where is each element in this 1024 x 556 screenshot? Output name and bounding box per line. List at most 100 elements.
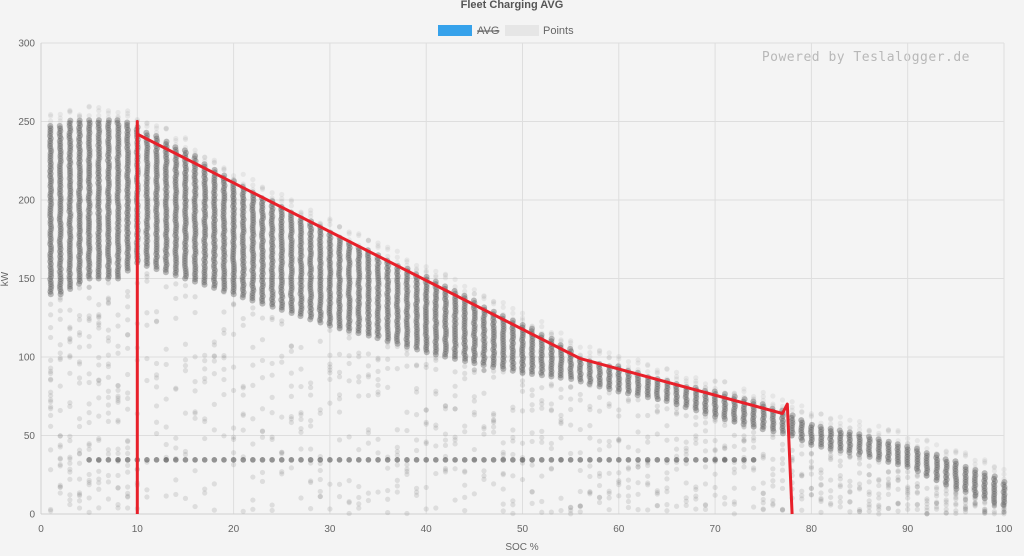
data-point: [211, 204, 218, 211]
data-point: [77, 177, 84, 184]
data-point: [201, 198, 208, 205]
data-point: [404, 510, 410, 517]
data-point: [86, 262, 93, 269]
data-point: [153, 135, 160, 142]
data-point: [221, 166, 227, 172]
data-point: [96, 207, 103, 214]
data-point: [57, 153, 64, 160]
data-point: [124, 237, 131, 244]
data-point: [731, 470, 737, 476]
data-point: [191, 238, 198, 245]
data-point: [298, 366, 304, 372]
data-point: [57, 223, 64, 230]
data-point: [452, 457, 458, 463]
data-point: [221, 192, 228, 199]
data-point: [828, 494, 834, 500]
data-point: [394, 366, 400, 372]
data-point: [327, 352, 333, 358]
data-point: [211, 282, 218, 289]
data-point: [404, 363, 410, 369]
data-point: [115, 202, 122, 209]
data-point: [56, 130, 63, 137]
data-point: [191, 271, 198, 278]
data-point: [972, 501, 978, 507]
data-point: [105, 182, 112, 189]
data-point: [240, 412, 246, 418]
data-point: [529, 430, 535, 436]
data-point: [837, 504, 843, 510]
data-point: [125, 462, 131, 468]
data-point: [461, 457, 468, 463]
data-point: [895, 474, 901, 480]
data-point: [654, 409, 660, 415]
data-point: [654, 503, 660, 509]
data-point: [779, 397, 786, 403]
data-point: [259, 205, 266, 212]
data-point: [172, 212, 179, 219]
data-point: [568, 396, 574, 402]
data-point: [539, 330, 545, 336]
data-point: [201, 221, 208, 228]
data-point: [635, 457, 641, 463]
y-tick-label: 300: [18, 39, 35, 50]
data-point: [722, 390, 728, 396]
data-point: [500, 300, 506, 306]
data-point: [85, 265, 92, 272]
data-point: [211, 353, 217, 359]
data-point: [95, 169, 102, 176]
data-point: [259, 250, 266, 257]
data-point: [125, 293, 131, 299]
data-point: [308, 213, 314, 219]
data-point: [279, 469, 285, 475]
data-point: [249, 279, 256, 286]
data-point: [211, 217, 218, 224]
data-point: [191, 218, 198, 225]
legend-swatch-avg[interactable]: [438, 25, 472, 36]
data-point: [96, 113, 102, 119]
data-point: [211, 209, 218, 216]
data-point: [924, 438, 930, 444]
data-point: [48, 399, 54, 405]
data-point: [163, 224, 170, 231]
data-point: [86, 334, 92, 340]
data-point: [269, 240, 276, 247]
data-point: [115, 419, 121, 425]
data-point: [250, 506, 256, 512]
data-point: [192, 354, 198, 360]
data-point: [163, 264, 170, 271]
data-point: [181, 169, 188, 176]
data-point: [279, 359, 285, 365]
data-point: [268, 286, 275, 293]
data-point: [606, 470, 612, 476]
data-point: [221, 280, 228, 287]
data-point: [47, 286, 54, 293]
data-point: [76, 498, 83, 504]
data-point: [115, 262, 122, 269]
data-point: [375, 392, 381, 398]
legend-label-points[interactable]: Points: [543, 25, 574, 37]
data-point: [433, 355, 439, 361]
data-point: [259, 285, 266, 292]
legend-label-avg[interactable]: AVG: [477, 25, 499, 37]
data-point: [616, 470, 622, 476]
data-point: [221, 391, 227, 398]
data-point: [259, 265, 266, 272]
data-point: [95, 182, 102, 189]
data-point: [48, 376, 54, 382]
data-point: [76, 217, 83, 224]
data-point: [77, 185, 84, 192]
data-point: [153, 132, 160, 139]
data-point: [96, 252, 103, 259]
data-point: [327, 376, 333, 383]
data-point: [144, 207, 151, 214]
data-point: [163, 156, 170, 163]
data-point: [712, 418, 718, 424]
data-point: [57, 243, 64, 250]
data-point: [866, 472, 872, 478]
legend-swatch-points[interactable]: [505, 25, 539, 36]
data-point: [47, 205, 54, 212]
data-point: [143, 230, 150, 237]
data-point: [67, 180, 74, 187]
data-point: [153, 163, 160, 170]
data-point: [712, 492, 718, 498]
